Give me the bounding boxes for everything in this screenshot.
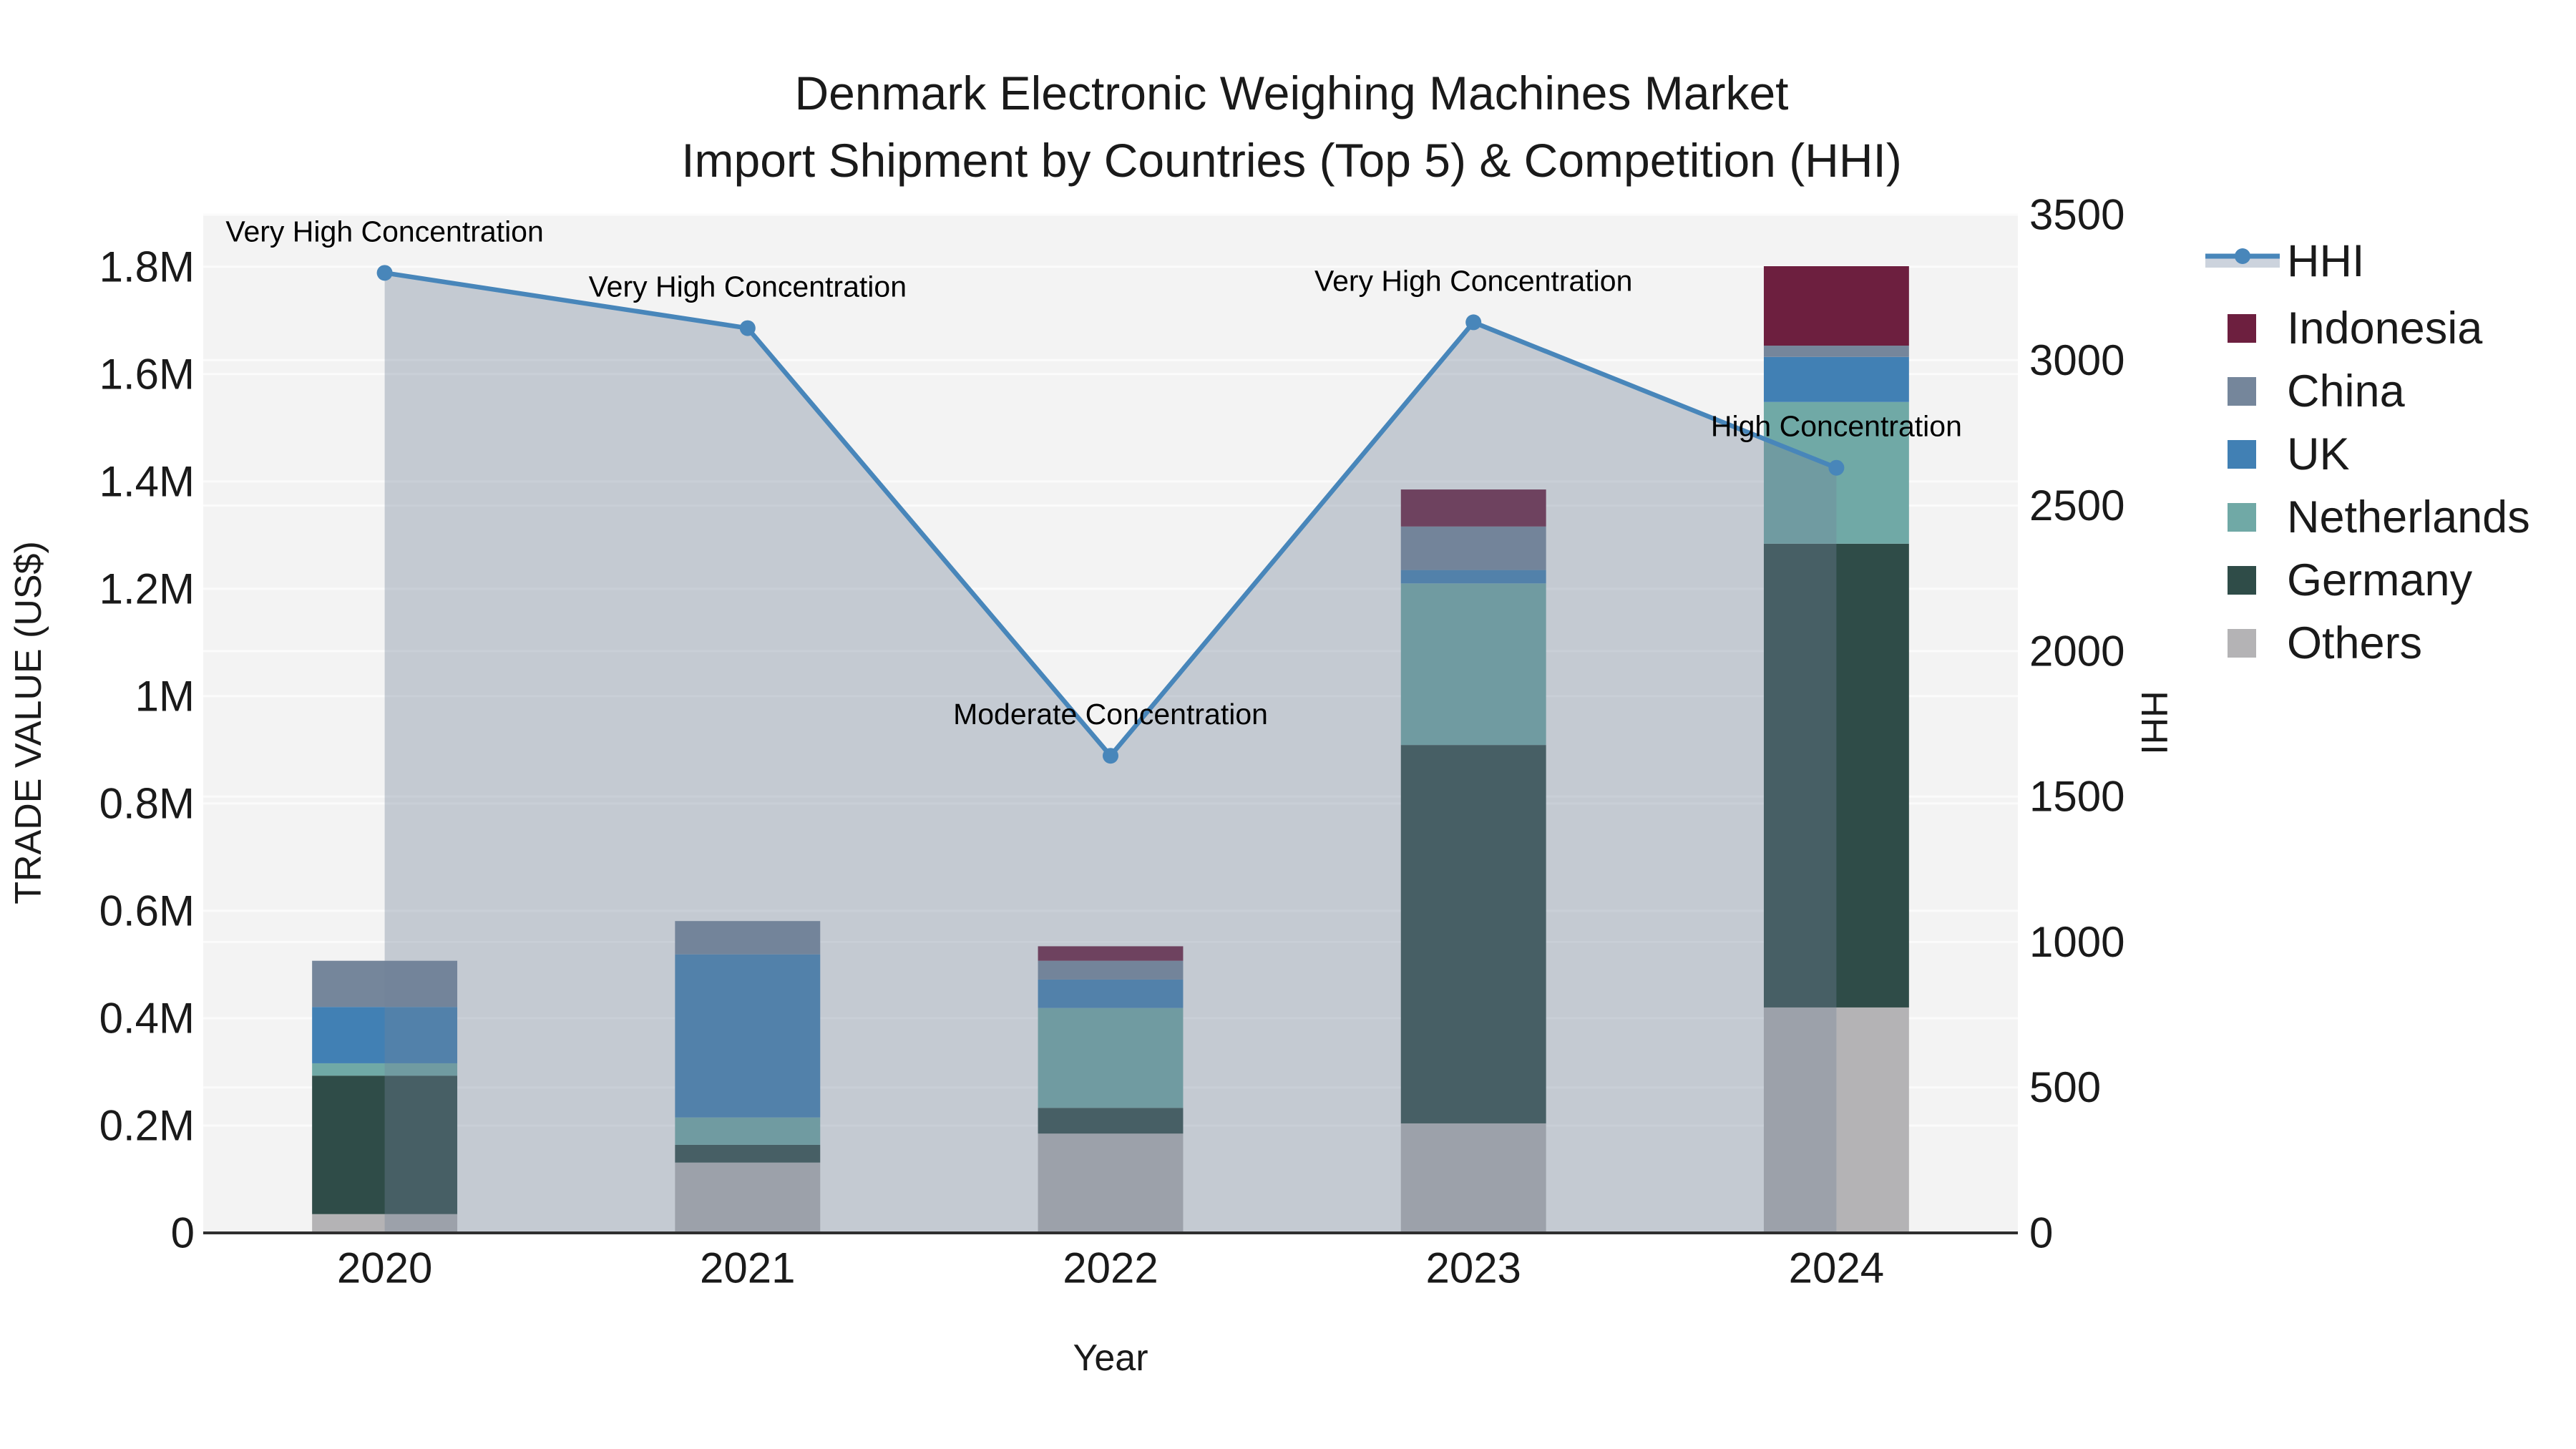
- y-left-tick-1.4M: 1.4M: [99, 457, 195, 505]
- y-axis-left-tick-labels: 0 0.2M 0.4M 0.6M 0.8M 1M 1.2M 1.4M 1.6M 1.8M: [99, 243, 195, 1257]
- x-tick-2023: 2023: [1425, 1244, 1521, 1292]
- legend-swatch-others: [2228, 629, 2256, 658]
- legend-item-indonesia[interactable]: Indonesia: [2228, 303, 2483, 353]
- y-axis-title-right: HHI: [2133, 691, 2175, 755]
- bar-segment-netherlands-2023[interactable]: [1400, 583, 1546, 746]
- legend-label-germany: Germany: [2287, 555, 2473, 605]
- bar-segment-indonesia-2024[interactable]: [1763, 266, 1909, 346]
- y-left-tick-1M: 1M: [135, 672, 195, 720]
- legend-item-china[interactable]: China: [2228, 366, 2406, 416]
- y-right-tick-1500: 1500: [2029, 773, 2124, 821]
- hhi-annotation-2022: Moderate Concentration: [953, 698, 1268, 731]
- bar-segment-netherlands-2020[interactable]: [312, 1063, 458, 1076]
- y-axis-title-left: TRADE VALUE (US$): [8, 541, 49, 904]
- bar-segment-china-2022[interactable]: [1038, 960, 1184, 980]
- bar-segment-uk-2020[interactable]: [312, 1007, 458, 1063]
- hhi-marker-2021[interactable]: [739, 320, 756, 336]
- y-right-tick-2000: 2000: [2029, 627, 2124, 675]
- hhi-marker-2022[interactable]: [1103, 748, 1118, 764]
- hhi-annotation-2020: Very High Concentration: [225, 215, 543, 248]
- x-tick-2020: 2020: [337, 1244, 432, 1292]
- chart-title-line2: Import Shipment by Countries (Top 5) & C…: [681, 134, 1902, 187]
- y-left-tick-0.4M: 0.4M: [99, 994, 195, 1042]
- y-right-tick-1000: 1000: [2029, 918, 2124, 966]
- legend-label-others: Others: [2287, 618, 2422, 668]
- legend-label-hhi: HHI: [2287, 236, 2365, 286]
- y-right-tick-0: 0: [2029, 1209, 2053, 1257]
- legend: HHI Indonesia China UK Netherlands Germa…: [2205, 236, 2530, 668]
- y-left-tick-0.8M: 0.8M: [99, 779, 195, 827]
- y-left-tick-0.2M: 0.2M: [99, 1101, 195, 1149]
- x-axis-title: Year: [1073, 1337, 1148, 1379]
- bar-segment-others-2024[interactable]: [1763, 1007, 1909, 1233]
- legend-hhi-marker-swatch: [2235, 248, 2250, 264]
- bar-segment-china-2021[interactable]: [675, 921, 821, 955]
- bar-segment-china-2024[interactable]: [1763, 346, 1909, 357]
- hhi-line: [376, 265, 1845, 764]
- bar-segment-germany-2022[interactable]: [1038, 1108, 1184, 1134]
- hhi-annotations: Very High Concentration Very High Concent…: [225, 215, 1962, 731]
- hhi-marker-2023[interactable]: [1465, 314, 1482, 331]
- bar-segment-germany-2021[interactable]: [675, 1144, 821, 1163]
- bar-segment-netherlands-2021[interactable]: [675, 1117, 821, 1145]
- bar-segment-others-2023[interactable]: [1400, 1123, 1546, 1233]
- chart-title-line1: Denmark Electronic Weighing Machines Mar…: [795, 67, 1789, 119]
- stacked-bars: [312, 266, 1909, 1233]
- bar-segment-uk-2024[interactable]: [1763, 356, 1909, 402]
- y-left-tick-0: 0: [171, 1209, 195, 1257]
- y-left-tick-1.2M: 1.2M: [99, 565, 195, 613]
- bar-segment-others-2020[interactable]: [312, 1214, 458, 1233]
- y-right-tick-3000: 3000: [2029, 336, 2124, 384]
- x-tick-2024: 2024: [1789, 1244, 1884, 1292]
- legend-item-germany[interactable]: Germany: [2228, 555, 2473, 605]
- legend-swatch-uk: [2228, 440, 2256, 469]
- y-right-tick-2500: 2500: [2029, 482, 2124, 530]
- bar-segment-china-2023[interactable]: [1400, 526, 1546, 570]
- legend-label-uk: UK: [2287, 429, 2350, 479]
- y-left-tick-1.6M: 1.6M: [99, 350, 195, 398]
- x-axis-tick-labels: 2020 2021 2022 2023 2024: [337, 1244, 1884, 1292]
- hhi-area-fill: [384, 273, 1837, 1233]
- hhi-marker-2024[interactable]: [1828, 459, 1845, 476]
- legend-item-netherlands[interactable]: Netherlands: [2228, 492, 2530, 542]
- y-left-tick-0.6M: 0.6M: [99, 887, 195, 935]
- x-tick-2021: 2021: [700, 1244, 795, 1292]
- bar-segment-uk-2022[interactable]: [1038, 979, 1184, 1008]
- legend-swatch-netherlands: [2228, 503, 2256, 532]
- hhi-annotation-2024: High Concentration: [1711, 410, 1962, 443]
- x-tick-2022: 2022: [1063, 1244, 1158, 1292]
- legend-swatch-china: [2228, 377, 2256, 406]
- bar-segment-germany-2020[interactable]: [312, 1075, 458, 1214]
- legend-item-uk[interactable]: UK: [2228, 429, 2350, 479]
- y-axis-right-tick-labels: 0 500 1000 1500 2000 2500 3000 3500: [2029, 191, 2124, 1257]
- bar-segment-uk-2023[interactable]: [1400, 570, 1546, 584]
- y-left-tick-1.8M: 1.8M: [99, 243, 195, 291]
- bar-segment-china-2020[interactable]: [312, 960, 458, 1008]
- legend-item-others[interactable]: Others: [2228, 618, 2422, 668]
- legend-swatch-germany: [2228, 566, 2256, 595]
- bar-segment-indonesia-2023[interactable]: [1400, 489, 1546, 527]
- bar-segment-uk-2021[interactable]: [675, 954, 821, 1118]
- bar-segment-netherlands-2022[interactable]: [1038, 1008, 1184, 1108]
- bar-segment-indonesia-2022[interactable]: [1038, 946, 1184, 961]
- bar-segment-others-2022[interactable]: [1038, 1133, 1184, 1233]
- legend-item-hhi[interactable]: HHI: [2205, 236, 2365, 286]
- bar-segment-germany-2024[interactable]: [1763, 543, 1909, 1008]
- legend-label-indonesia: Indonesia: [2287, 303, 2483, 353]
- y-right-tick-500: 500: [2029, 1063, 2101, 1111]
- bar-segment-others-2021[interactable]: [675, 1162, 821, 1233]
- legend-swatch-indonesia: [2228, 314, 2256, 343]
- hhi-area-polygon: [384, 273, 1837, 1233]
- hhi-annotation-2023: Very High Concentration: [1314, 264, 1632, 297]
- hhi-marker-2020[interactable]: [376, 265, 393, 281]
- bar-segment-germany-2023[interactable]: [1400, 745, 1546, 1123]
- legend-label-china: China: [2287, 366, 2406, 416]
- legend-label-netherlands: Netherlands: [2287, 492, 2530, 542]
- hhi-annotation-2021: Very High Concentration: [589, 270, 907, 303]
- y-right-tick-3500: 3500: [2029, 191, 2124, 239]
